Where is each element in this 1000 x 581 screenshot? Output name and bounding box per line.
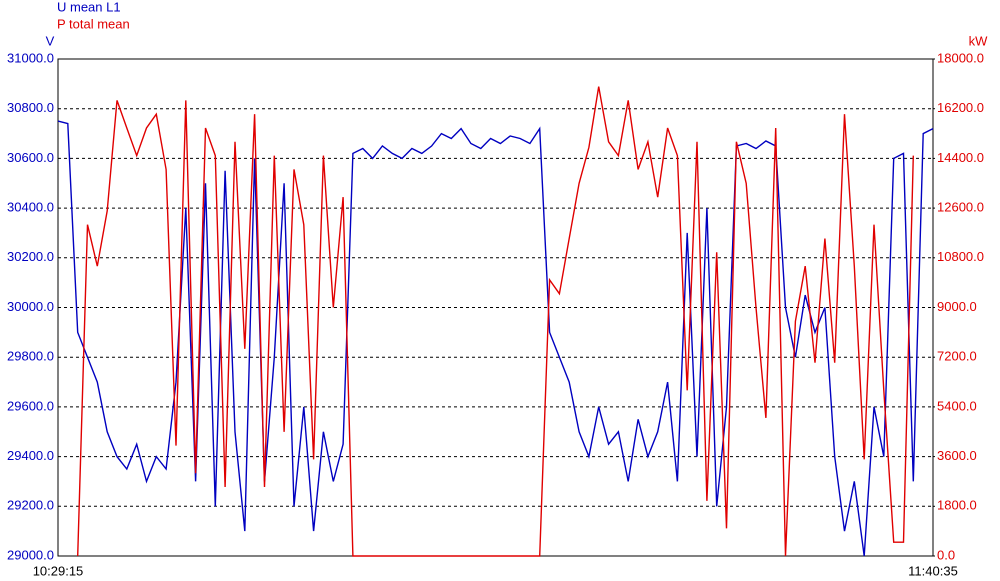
y-tick-label: 29400.0 <box>7 448 54 463</box>
x-tick-label: 11:40:35 <box>908 563 958 578</box>
y-tick-label: 30800.0 <box>7 100 54 115</box>
y2-tick-label: 14400.0 <box>937 150 984 165</box>
y2-tick-label: 1800.0 <box>937 498 977 513</box>
legend-entry: P total mean <box>57 16 130 31</box>
y-tick-label: 30600.0 <box>7 150 54 165</box>
series-line <box>57 120 934 557</box>
y-tick-label: 30400.0 <box>7 200 54 215</box>
x-tick-label: 10:29:15 <box>33 563 84 578</box>
y-tick-label: 29800.0 <box>7 349 54 364</box>
y-tick-label: 29600.0 <box>7 398 54 413</box>
y-tick-label: 30000.0 <box>7 299 54 314</box>
legend-entry: U mean L1 <box>57 0 121 14</box>
y2-tick-label: 7200.0 <box>937 349 977 364</box>
y-tick-label: 29000.0 <box>7 547 54 562</box>
y2-tick-label: 9000.0 <box>937 299 977 314</box>
y2-tick-label: 3600.0 <box>937 448 977 463</box>
y2-tick-label: 10800.0 <box>937 249 984 264</box>
y2-tick-label: 12600.0 <box>937 200 984 215</box>
y-tick-label: 31000.0 <box>7 50 54 65</box>
y-tick-label: 29200.0 <box>7 498 54 513</box>
y2-tick-label: 5400.0 <box>937 398 977 413</box>
y2-tick-label: 16200.0 <box>937 100 984 115</box>
series-line <box>77 86 914 557</box>
y2-axis-label: kW <box>969 33 989 48</box>
y-tick-label: 30200.0 <box>7 249 54 264</box>
y-axis-label: V <box>46 33 55 48</box>
y2-tick-label: 0.0 <box>937 547 955 562</box>
y2-tick-label: 18000.0 <box>937 50 984 65</box>
